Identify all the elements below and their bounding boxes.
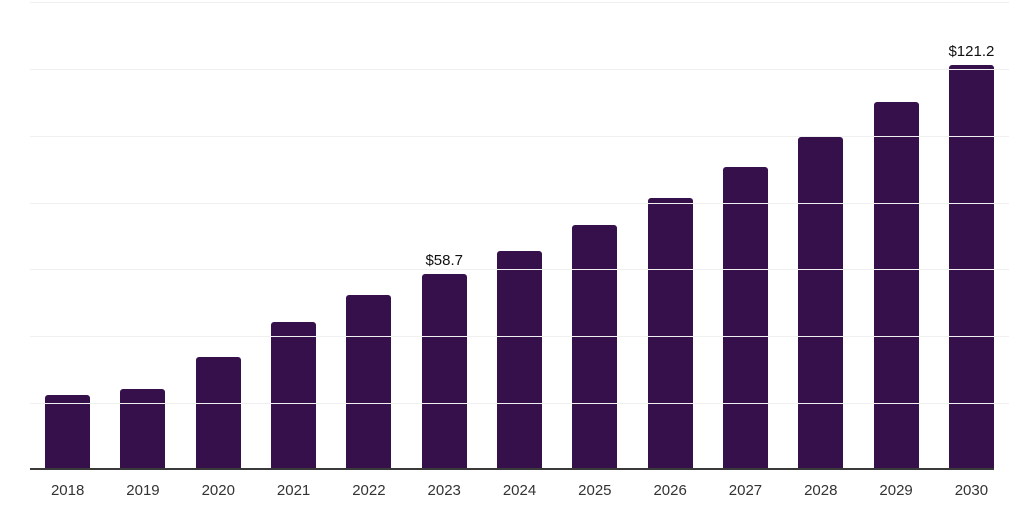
bar-slot-2022 (331, 2, 406, 470)
x-axis-labels: 2018 2019 2020 2021 2022 2023 2024 2025 2026 2027… (30, 482, 1009, 500)
data-label-2023: $58.7 (425, 251, 463, 269)
bar-slot-2020 (181, 2, 256, 470)
bar-slot-2029 (858, 2, 933, 470)
gridline-60 (30, 269, 1009, 271)
bar-slot-2021 (256, 2, 331, 470)
bar-2025[interactable] (572, 224, 618, 470)
bar-2021[interactable] (271, 322, 317, 470)
bar-slot-2028 (783, 2, 858, 470)
plot-area: $58.7 $121.2 (30, 2, 1009, 470)
bar-2023[interactable] (421, 273, 467, 470)
bar-2024[interactable] (497, 250, 543, 470)
bar-slot-2023: $58.7 (407, 2, 482, 470)
bar-2029[interactable] (873, 101, 919, 470)
bar-slot-2024 (482, 2, 557, 470)
bar-slot-2025 (557, 2, 632, 470)
x-tick-2019: 2019 (126, 482, 160, 499)
x-tick-2024: 2024 (502, 482, 537, 499)
gridline-20 (30, 403, 1009, 405)
gridline-120 (30, 68, 1009, 70)
x-tick-2020: 2020 (201, 482, 235, 499)
bar-slot-2026 (633, 2, 708, 470)
bar-2030[interactable] (948, 64, 994, 470)
bar-2018[interactable] (45, 395, 91, 470)
bar-2020[interactable] (195, 356, 241, 470)
bars-row: $58.7 $121.2 (30, 2, 1009, 470)
x-tick-2023: 2023 (427, 482, 461, 499)
x-tick-2025: 2025 (578, 482, 612, 499)
x-tick-2026: 2026 (653, 482, 687, 499)
bar-slot-2027 (708, 2, 783, 470)
bar-slot-2019 (105, 2, 180, 470)
gridline-100 (30, 135, 1009, 137)
bar-slot-2030: $121.2 (934, 2, 1009, 470)
x-tick-2028: 2028 (804, 482, 838, 499)
data-label-2030: $121.2 (948, 42, 995, 60)
bar-2026[interactable] (647, 197, 693, 470)
x-tick-2030: 2030 (954, 482, 989, 499)
gridline-140 (30, 2, 1009, 3)
bar-2022[interactable] (346, 295, 392, 470)
gridline-40 (30, 336, 1009, 338)
x-tick-2021: 2021 (276, 482, 311, 499)
x-tick-2022: 2022 (352, 482, 386, 499)
bar-2019[interactable] (120, 389, 166, 470)
x-axis-line (30, 468, 994, 470)
x-tick-2029: 2029 (879, 482, 913, 499)
bar-2027[interactable] (722, 167, 768, 470)
gridline-80 (30, 202, 1009, 204)
x-tick-2018: 2018 (50, 482, 85, 499)
bar-slot-2018 (30, 2, 105, 470)
x-tick-2027: 2027 (728, 482, 763, 499)
bar-2028[interactable] (798, 136, 844, 470)
